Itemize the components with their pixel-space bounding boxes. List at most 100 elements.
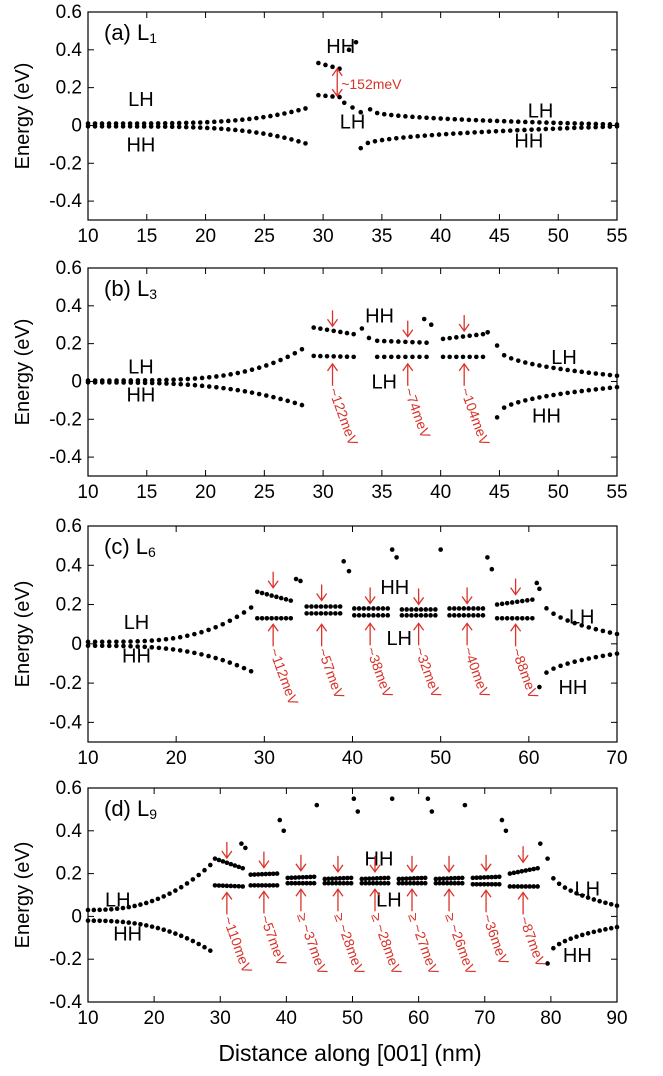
data-point-lh	[227, 618, 233, 624]
data-point-lh	[519, 615, 525, 621]
data-point-hh	[263, 393, 269, 398]
data-point-lh	[103, 907, 108, 912]
data-point-hh	[309, 604, 314, 609]
data-point-hh	[474, 875, 479, 881]
data-point-hh	[551, 392, 556, 398]
data-point-hh	[196, 941, 201, 947]
data-point-lh	[487, 118, 493, 124]
data-point-lh	[374, 880, 380, 886]
data-point-hh	[585, 931, 591, 936]
band-label-lh: LH	[124, 612, 150, 634]
x-tick-label: 50	[548, 482, 569, 503]
data-point-lh	[366, 613, 371, 618]
data-point-hh	[142, 644, 148, 650]
x-tick-label: 50	[548, 226, 569, 247]
gap-annotation: ~57meV	[315, 584, 348, 701]
data-point-hh	[500, 128, 506, 134]
data-point-hh	[331, 328, 336, 334]
data-point-hh	[394, 135, 399, 141]
data-point-hh	[126, 920, 132, 925]
gap-arrow-head-up	[458, 362, 470, 372]
data-point-lh	[494, 118, 500, 124]
band-label-lh: LH	[551, 347, 577, 369]
data-point-lh	[568, 888, 574, 893]
data-point-lh	[418, 613, 424, 618]
data-point-lh	[183, 120, 189, 126]
data-point-hh	[341, 875, 346, 881]
gap-arrow-head-down	[316, 593, 328, 602]
gap-annotation: ~122meV	[326, 310, 362, 448]
data-point-lh	[558, 615, 563, 620]
data-point-lh	[121, 639, 126, 644]
data-point-hh	[572, 389, 577, 395]
data-point-lh	[494, 343, 500, 348]
data-point-lh	[337, 94, 342, 100]
data-point-lh	[424, 115, 429, 121]
gap-annotation: ≥ ~26meV	[442, 855, 479, 977]
data-point-lh	[367, 880, 372, 886]
data-point-lh	[565, 618, 570, 623]
data-point-lh	[454, 354, 459, 360]
data-point-lh	[474, 354, 479, 360]
data-point-hh	[511, 870, 517, 876]
data-point-lh	[143, 900, 149, 906]
x-tick-label: 10	[77, 226, 98, 247]
data-point-lh	[514, 615, 520, 621]
data-point-lh	[375, 613, 381, 618]
data-point-lh	[256, 365, 262, 371]
data-point-lh	[537, 120, 542, 125]
data-point-hh	[466, 606, 471, 611]
data-point-hh	[494, 415, 500, 420]
data-point-hh	[385, 875, 391, 881]
data-point-lh	[226, 118, 231, 124]
data-point-lh	[396, 113, 401, 119]
band-label-hh: HH	[365, 305, 394, 327]
data-point-lh	[252, 883, 257, 888]
data-point-hh	[519, 598, 525, 604]
data-point-hh	[164, 381, 169, 386]
data-point-hh	[424, 340, 429, 345]
data-point-hh	[408, 134, 413, 140]
data-point-lh	[161, 894, 167, 899]
data-point-lh	[535, 884, 540, 889]
y-tick-label: 0.6	[56, 2, 82, 23]
data-point-hh	[410, 339, 415, 345]
data-point-hh	[478, 875, 483, 880]
data-point-lh	[537, 586, 542, 592]
gap-arrow-head-up	[443, 888, 455, 897]
data-point-lh	[508, 356, 514, 361]
data-point-hh	[149, 924, 155, 929]
data-point-lh	[204, 119, 210, 125]
data-point-hh	[292, 400, 298, 406]
data-point-hh	[579, 125, 584, 130]
gap-annotation: ~74meV	[401, 320, 434, 441]
x-axis-title: Distance along [001] (nm)	[218, 1040, 481, 1066]
gap-arrow-head-up	[258, 890, 270, 899]
gap-annotation: ~32meV	[412, 588, 445, 700]
data-point-lh	[164, 377, 169, 383]
data-point-lh	[259, 615, 265, 621]
data-point-lh	[169, 120, 175, 126]
data-point-lh	[544, 120, 549, 125]
data-point-hh	[374, 876, 380, 881]
data-point-hh	[99, 380, 105, 385]
data-point-hh	[422, 875, 428, 881]
data-point-lh	[341, 880, 346, 886]
data-point-lh	[190, 120, 196, 126]
data-point-lh	[249, 367, 255, 373]
data-point-lh	[269, 615, 274, 621]
data-point-hh	[591, 929, 597, 935]
data-point-hh	[85, 124, 91, 129]
data-point-hh	[501, 405, 507, 410]
data-point-lh	[400, 880, 405, 886]
band-label-lh: LH	[105, 889, 131, 911]
data-point-hh	[289, 875, 294, 881]
data-point-hh	[507, 871, 513, 876]
data-point-hh	[447, 335, 452, 341]
data-point-hh	[248, 669, 254, 674]
data-point-lh	[185, 376, 191, 382]
data-point-lh	[316, 92, 321, 98]
data-point-hh	[235, 387, 241, 393]
data-point-lh	[255, 883, 261, 888]
data-point-hh	[600, 124, 606, 130]
